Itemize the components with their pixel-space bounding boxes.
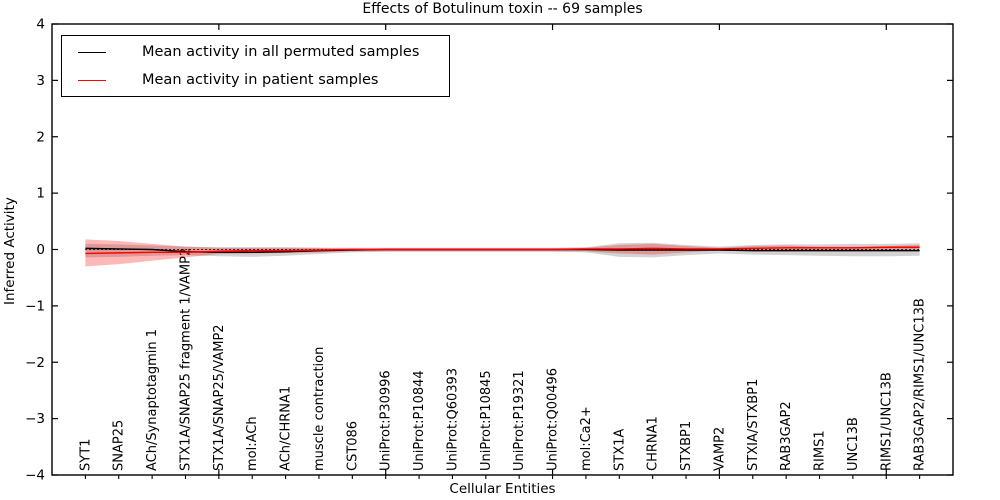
- x-tick-label: CHRNA1: [646, 416, 661, 471]
- legend: Mean activity in all permuted samples Me…: [61, 35, 450, 97]
- y-tick-label: 4: [36, 17, 45, 33]
- x-tick-label: SNAP25: [112, 420, 127, 471]
- y-tick-label: 0: [36, 242, 45, 258]
- x-tick-label: RIMS1/UNC13B: [879, 372, 894, 471]
- patient-line-swatch: [78, 79, 106, 81]
- chart-title: Effects of Botulinum toxin -- 69 samples: [362, 1, 643, 17]
- y-tick-label: −1: [25, 298, 45, 314]
- y-tick-label: 3: [36, 73, 45, 89]
- x-tick-label: mol:ACh: [245, 416, 260, 471]
- x-tick-label: ACh/CHRNA1: [279, 386, 294, 471]
- x-tick-label: STXIA/STXBP1: [746, 379, 761, 471]
- x-tick-label: VAMP2: [712, 427, 727, 471]
- x-tick-label: UniProt:P19321: [512, 370, 527, 471]
- y-tick-label: 2: [36, 129, 45, 145]
- x-tick-label: muscle contraction: [312, 347, 327, 471]
- x-tick-label: UniProt:Q00496: [546, 368, 561, 471]
- series-line: [85, 246, 920, 255]
- x-tick-label: UniProt:Q60393: [445, 368, 460, 471]
- x-tick-label: STX1A/SNAP25 fragment 1/VAMP2: [178, 248, 193, 471]
- legend-label: Mean activity in all permuted samples: [142, 44, 420, 60]
- x-tick-label: STX1A/SNAP25/VAMP2: [212, 324, 227, 471]
- x-axis-label: Cellular Entities: [449, 481, 556, 497]
- x-tick-label: STX1A: [612, 429, 627, 471]
- x-tick-label: UniProt:P30996: [379, 370, 394, 471]
- x-tick-label: RIMS1: [813, 430, 828, 471]
- x-tick-label: ACh/Synaptotagmin 1: [145, 329, 160, 471]
- x-tick-label: UniProt:P10844: [412, 370, 427, 471]
- permuted-line-swatch: [78, 51, 106, 53]
- x-tick-label: RAB3GAP2: [779, 401, 794, 471]
- x-tick-label: STXBP1: [679, 421, 694, 471]
- y-tick-label: −2: [25, 355, 45, 371]
- legend-entry-permuted: Mean activity in all permuted samples: [62, 40, 449, 64]
- y-tick-label: −4: [25, 468, 45, 484]
- x-tick-label: UniProt:P10845: [479, 370, 494, 471]
- x-tick-label: RAB3GAP2/RIMS1/UNC13B: [913, 298, 928, 471]
- x-tick-label: CST086: [345, 421, 360, 471]
- y-tick-label: −3: [25, 411, 45, 427]
- legend-entry-patient: Mean activity in patient samples: [62, 68, 449, 92]
- x-tick-label: mol:Ca2+: [579, 406, 594, 471]
- legend-label: Mean activity in patient samples: [142, 72, 379, 88]
- x-tick-label: SYT1: [78, 439, 93, 471]
- y-tick-label: 1: [36, 186, 45, 202]
- x-tick-label: UNC13B: [846, 417, 861, 471]
